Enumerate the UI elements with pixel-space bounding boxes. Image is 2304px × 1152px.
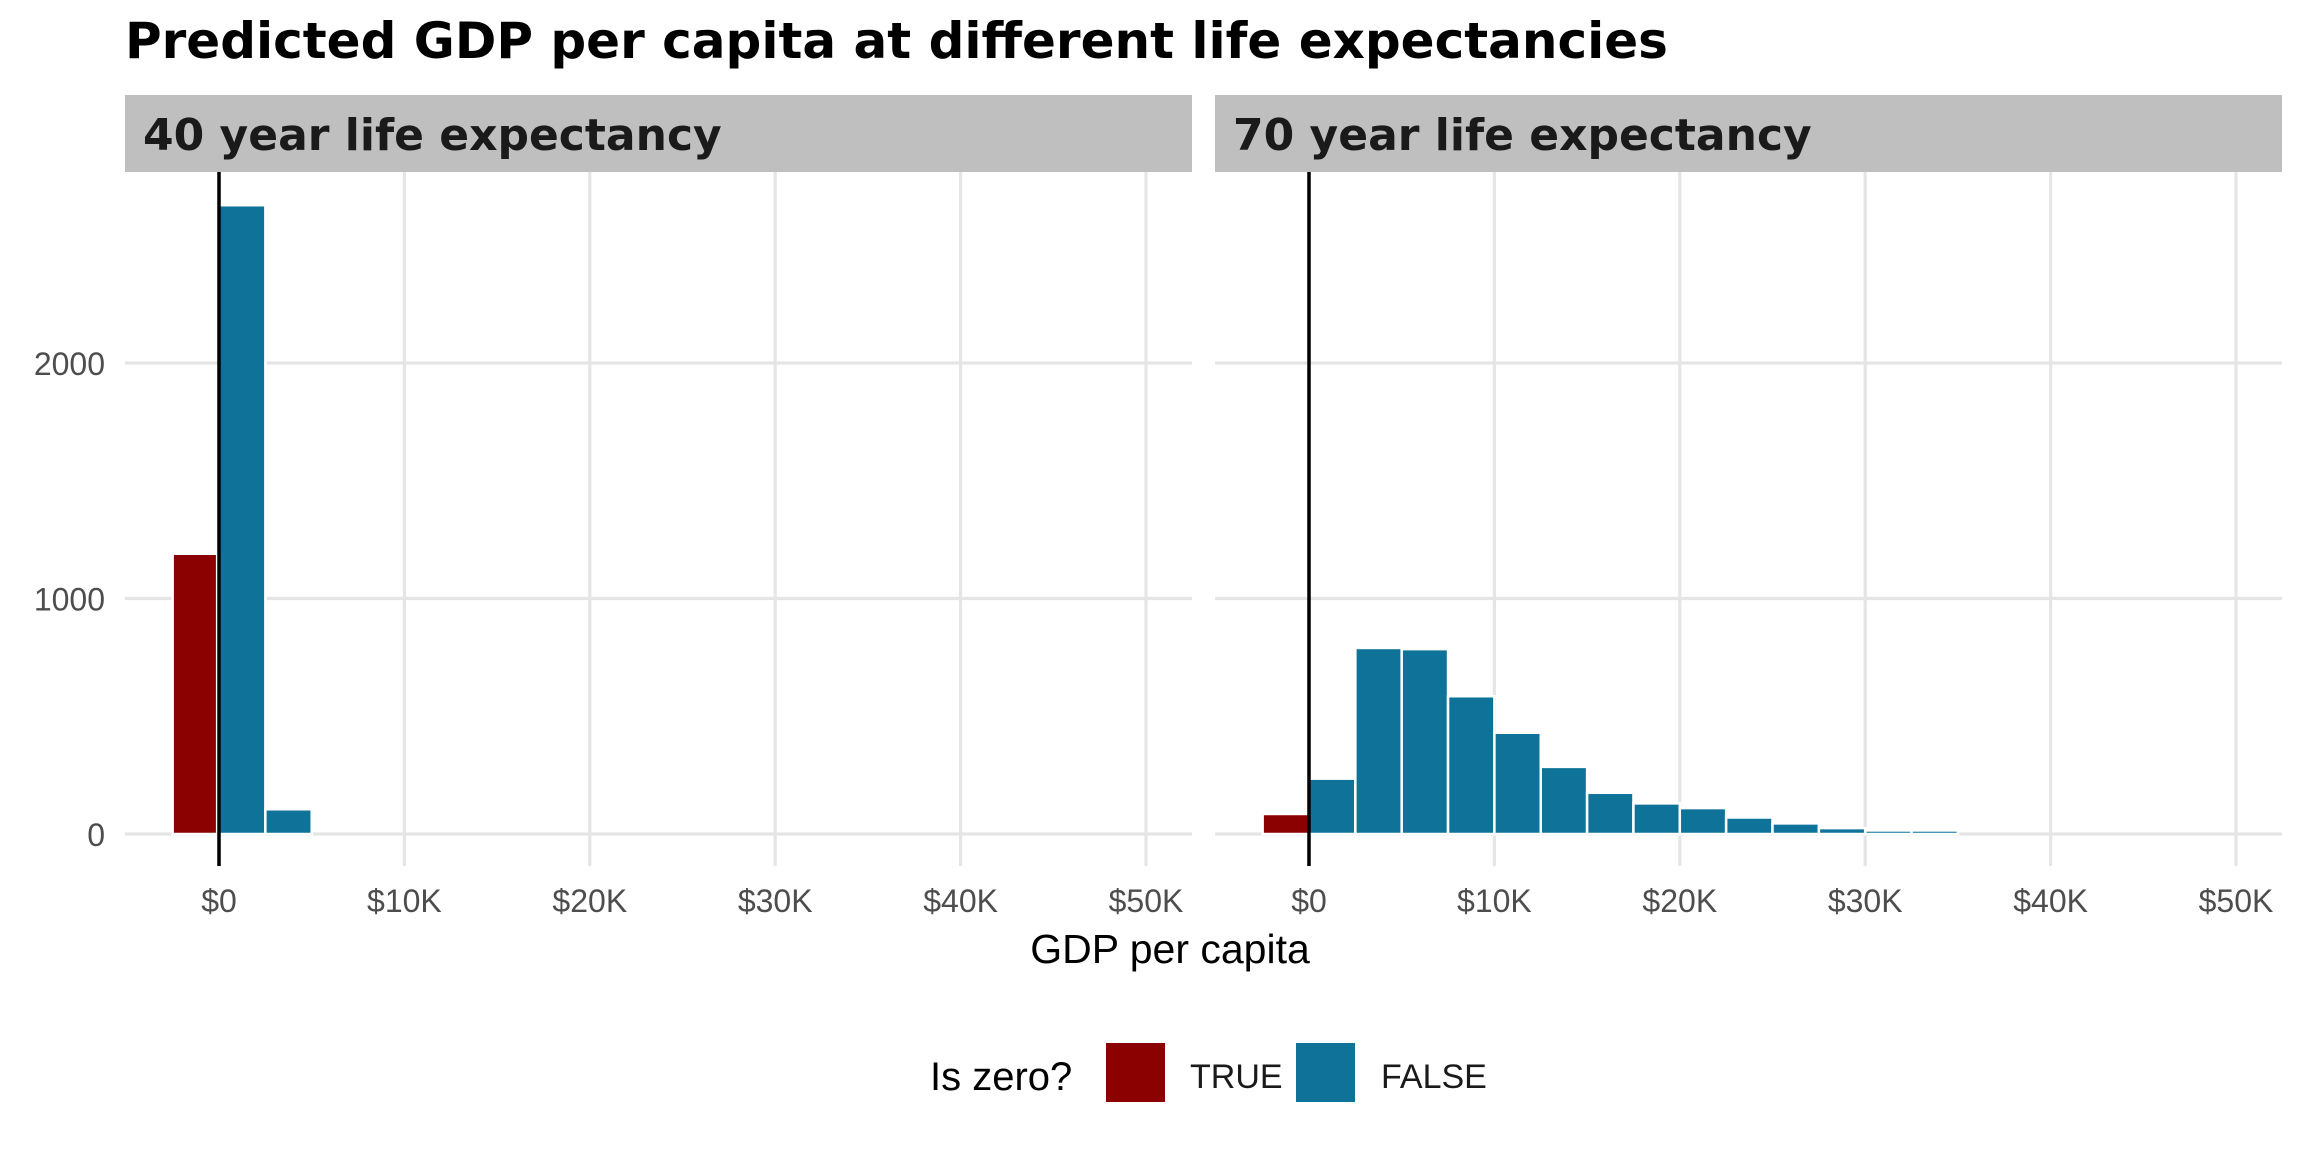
bar-true — [171, 552, 219, 836]
facets-layer: 40 year life expectancy $0 $10K $20K $30K $40… — [34, 95, 2282, 919]
x-tick-label: $20K — [1642, 883, 1717, 919]
facet-panel-2: 70 year life expectancy $0 $10K $20K $30K $40… — [1215, 95, 2282, 919]
legend-key-true — [1106, 1043, 1165, 1102]
bar-false — [1863, 829, 1913, 836]
x-tick-label: $40K — [923, 883, 998, 919]
bar-false — [1307, 777, 1357, 836]
bar-false — [264, 808, 313, 836]
legend-label-false: FALSE — [1381, 1058, 1487, 1096]
facet-strip-bg — [1215, 95, 2282, 172]
bar-false — [1632, 802, 1682, 836]
x-tick-label: $30K — [738, 883, 813, 919]
x-tick-label: $50K — [1109, 883, 1184, 919]
x-tick-label: $10K — [1457, 883, 1532, 919]
legend-key-false — [1296, 1043, 1355, 1102]
bar-false — [1493, 731, 1543, 836]
facet-strip-label: 70 year life expectancy — [1233, 110, 1812, 161]
legend-title: Is zero? — [930, 1055, 1072, 1099]
facet-strip-label: 40 year life expectancy — [143, 110, 722, 161]
bar-false — [1817, 826, 1867, 836]
x-tick-label: $0 — [201, 883, 237, 919]
x-axis-title: GDP per capita — [1030, 926, 1310, 972]
legend: Is zero? TRUE FALSE — [930, 1043, 1487, 1102]
x-tick-label: $0 — [1291, 883, 1327, 919]
y-tick-label: 2000 — [34, 346, 105, 382]
bar-false — [1585, 791, 1635, 836]
x-tick-label: $20K — [552, 883, 627, 919]
y-tick-label: 1000 — [34, 582, 105, 618]
x-tick-label: $10K — [367, 883, 442, 919]
bar-false — [1400, 647, 1450, 836]
bar-false — [217, 203, 267, 836]
bar-false — [1354, 646, 1403, 836]
chart-title: Predicted GDP per capita at different li… — [125, 12, 1668, 70]
bar-false — [1771, 822, 1821, 836]
legend-label-true: TRUE — [1190, 1058, 1283, 1096]
bar-false — [1724, 816, 1774, 836]
bar-true — [1261, 812, 1311, 836]
bar-false — [1678, 806, 1728, 836]
x-tick-label: $30K — [1828, 883, 1903, 919]
facet-strip-bg — [125, 95, 1192, 172]
bar-false — [1446, 694, 1496, 836]
y-tick-label: 0 — [87, 817, 105, 853]
x-tick-label: $50K — [2199, 883, 2274, 919]
facet-panel-1: 40 year life expectancy $0 $10K $20K $30K $40… — [34, 95, 1192, 919]
bar-false — [1539, 765, 1589, 836]
bar-false — [1910, 829, 1960, 836]
x-tick-label: $40K — [2013, 883, 2088, 919]
